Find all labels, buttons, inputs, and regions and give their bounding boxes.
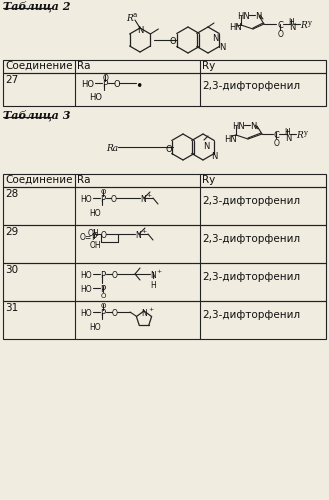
Text: N: N: [137, 26, 143, 35]
Text: +: +: [146, 193, 151, 198]
Text: y: y: [307, 19, 311, 27]
Text: HO: HO: [80, 285, 91, 294]
Bar: [3, 263, 326, 301]
Text: 2,3-дифторфенил: 2,3-дифторфенил: [202, 310, 300, 320]
Text: HO: HO: [89, 323, 101, 332]
Text: O: O: [170, 37, 177, 46]
Text: R: R: [126, 14, 133, 23]
Text: а: а: [133, 12, 137, 18]
Text: N: N: [250, 122, 256, 131]
Text: Rа: Rа: [77, 175, 90, 185]
Text: •: •: [135, 80, 142, 93]
Text: HO: HO: [89, 93, 102, 102]
Text: HO: HO: [80, 195, 91, 204]
Text: N: N: [135, 231, 141, 240]
Text: N: N: [140, 195, 146, 204]
Text: Rу: Rу: [202, 175, 215, 185]
Text: y: y: [303, 129, 307, 137]
Text: 27: 27: [5, 75, 18, 85]
Text: 30: 30: [5, 265, 18, 275]
Text: 29: 29: [5, 227, 18, 237]
Bar: [3, 73, 326, 106]
Text: N: N: [255, 12, 261, 21]
Text: C: C: [277, 21, 283, 30]
Text: Rа: Rа: [77, 61, 90, 71]
Text: HN: HN: [232, 122, 245, 131]
Text: Соединение: Соединение: [5, 175, 72, 185]
Text: O: O: [166, 145, 173, 154]
Text: 2,3-дифторфенил: 2,3-дифторфенил: [202, 234, 300, 244]
Text: OH: OH: [90, 241, 102, 250]
Text: O: O: [112, 271, 118, 280]
Text: R: R: [300, 21, 307, 30]
Text: HN: HN: [229, 23, 242, 32]
Text: N: N: [141, 309, 147, 318]
Text: O: O: [101, 293, 106, 299]
Bar: [3, 225, 326, 263]
Text: P: P: [100, 271, 105, 280]
Text: +: +: [156, 269, 161, 274]
Text: Таблица 2: Таблица 2: [3, 1, 70, 12]
Text: P: P: [100, 309, 105, 318]
Text: O: O: [112, 309, 118, 318]
Bar: [3, 187, 326, 225]
Text: N: N: [212, 34, 218, 43]
Text: N: N: [150, 271, 156, 280]
Text: 2,3-дифторфенил: 2,3-дифторфенил: [202, 81, 300, 91]
Text: P: P: [91, 233, 96, 242]
Text: O: O: [274, 139, 280, 148]
Text: 2,3-дифторфенил: 2,3-дифторфенил: [202, 272, 300, 282]
Text: O: O: [278, 30, 284, 39]
Text: O: O: [101, 231, 107, 240]
Text: P: P: [100, 285, 105, 294]
Text: Rу: Rу: [202, 61, 215, 71]
Text: +: +: [148, 307, 153, 312]
Text: O: O: [101, 189, 106, 195]
Text: Таблица 3: Таблица 3: [3, 110, 70, 122]
Text: O=: O=: [80, 233, 92, 242]
Text: N: N: [285, 134, 291, 143]
Text: 28: 28: [5, 189, 18, 199]
Text: R: R: [296, 131, 303, 140]
Text: N: N: [203, 142, 209, 151]
Text: O: O: [114, 80, 121, 89]
Text: O: O: [101, 303, 106, 309]
Bar: [3, 174, 326, 187]
Text: O: O: [111, 195, 117, 204]
Text: HN: HN: [237, 12, 250, 21]
Text: C: C: [273, 131, 279, 140]
Text: 31: 31: [5, 303, 18, 313]
Text: O: O: [103, 74, 109, 83]
Text: N: N: [289, 23, 295, 32]
Text: H: H: [150, 281, 156, 290]
Text: H: H: [284, 128, 290, 137]
Text: P: P: [102, 80, 107, 89]
Text: HO: HO: [80, 271, 91, 280]
Text: HO: HO: [89, 209, 101, 218]
Text: Соединение: Соединение: [5, 61, 72, 71]
Text: N: N: [219, 43, 225, 52]
Text: N: N: [211, 152, 217, 161]
Bar: [3, 60, 326, 73]
Text: +: +: [141, 229, 146, 234]
Text: 2,3-дифторфенил: 2,3-дифторфенил: [202, 196, 300, 206]
Text: HO: HO: [81, 80, 94, 89]
Text: OH: OH: [88, 229, 100, 238]
Text: H: H: [288, 18, 294, 27]
Text: HO: HO: [80, 309, 91, 318]
Bar: [3, 301, 326, 339]
Text: HN: HN: [224, 135, 237, 144]
Text: P: P: [100, 195, 105, 204]
Text: Rа: Rа: [106, 144, 118, 153]
